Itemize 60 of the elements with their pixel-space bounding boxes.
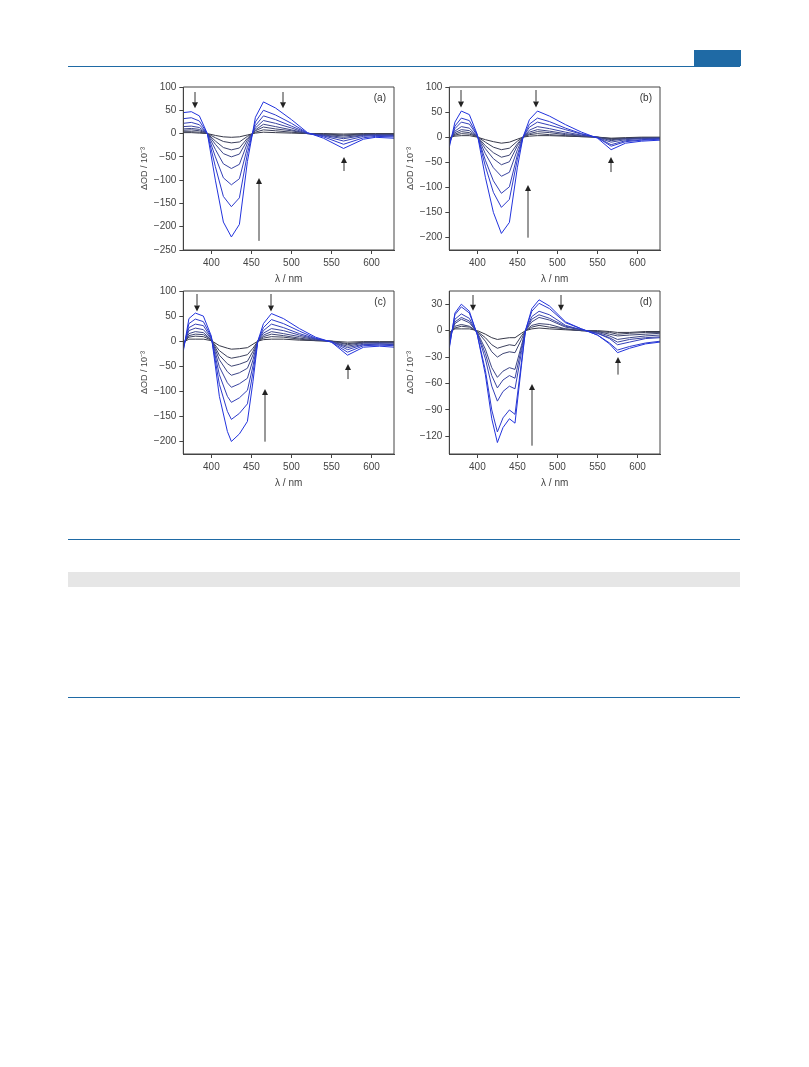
y-tick-label: 100 — [425, 80, 443, 92]
x-axis-title: λ / nm — [541, 476, 569, 488]
chart-title: (b) — [639, 91, 652, 103]
y-axis-title: ΔOD / 10⁻³ — [138, 350, 149, 395]
x-tick-label: 450 — [509, 256, 527, 268]
y-tick-label: −50 — [159, 359, 177, 371]
y-tick-label: −150 — [419, 206, 443, 218]
x-tick-label: 500 — [549, 256, 567, 268]
y-tick-label: 0 — [436, 130, 443, 142]
y-tick-label: −50 — [159, 150, 177, 162]
x-tick-label: 600 — [629, 460, 647, 472]
y-axis-title: ΔOD / 10⁻³ — [404, 146, 415, 191]
x-tick-label: 450 — [243, 256, 261, 268]
y-tick-label: −150 — [153, 197, 177, 209]
x-tick-label: 550 — [323, 256, 341, 268]
x-tick-label: 400 — [203, 460, 221, 472]
y-tick-label: 100 — [159, 284, 177, 296]
y-tick-label: −30 — [425, 350, 443, 362]
y-tick-label: −100 — [153, 385, 177, 397]
text: (a) — [373, 91, 386, 103]
y-tick-label: 30 — [431, 297, 443, 309]
y-tick-label: 0 — [170, 127, 177, 139]
x-tick-label: 600 — [363, 256, 381, 268]
y-tick-label: −150 — [153, 410, 177, 422]
x-tick-label: 550 — [589, 460, 607, 472]
y-tick-label: −120 — [419, 430, 443, 442]
y-tick-label: 0 — [436, 324, 443, 336]
x-tick-label: 500 — [283, 460, 301, 472]
x-tick-label: 450 — [243, 460, 261, 472]
chart-title: (c) — [374, 295, 386, 307]
y-axis-title: ΔOD / 10⁻³ — [404, 350, 415, 395]
y-tick-label: 50 — [165, 309, 177, 321]
x-tick-label: 400 — [469, 256, 487, 268]
y-tick-label: −200 — [153, 220, 177, 232]
x-tick-label: 450 — [509, 460, 527, 472]
y-tick-label: 0 — [170, 334, 177, 346]
x-tick-label: 400 — [203, 256, 221, 268]
x-axis-title: λ / nm — [275, 272, 303, 284]
y-tick-label: −100 — [419, 181, 443, 193]
y-tick-label: −90 — [425, 403, 443, 415]
y-axis-title: ΔOD / 10⁻³ — [138, 146, 149, 191]
y-tick-label: −200 — [153, 435, 177, 447]
x-tick-label: 500 — [549, 460, 567, 472]
y-tick-label: −60 — [425, 377, 443, 389]
y-tick-label: −250 — [153, 243, 177, 255]
x-tick-label: 550 — [589, 256, 607, 268]
y-tick-label: −100 — [153, 173, 177, 185]
x-tick-label: 550 — [323, 460, 341, 472]
y-tick-label: −200 — [419, 231, 443, 243]
y-tick-label: 50 — [431, 105, 443, 117]
x-tick-label: 600 — [629, 256, 647, 268]
x-axis-title: λ / nm — [275, 476, 303, 488]
y-tick-label: −50 — [425, 155, 443, 167]
x-tick-label: 400 — [469, 460, 487, 472]
x-tick-label: 600 — [363, 460, 381, 472]
x-axis-title: λ / nm — [541, 272, 569, 284]
y-tick-label: 50 — [165, 104, 177, 116]
x-tick-label: 500 — [283, 256, 301, 268]
y-tick-label: 100 — [159, 80, 177, 92]
text: (d) — [639, 295, 652, 307]
